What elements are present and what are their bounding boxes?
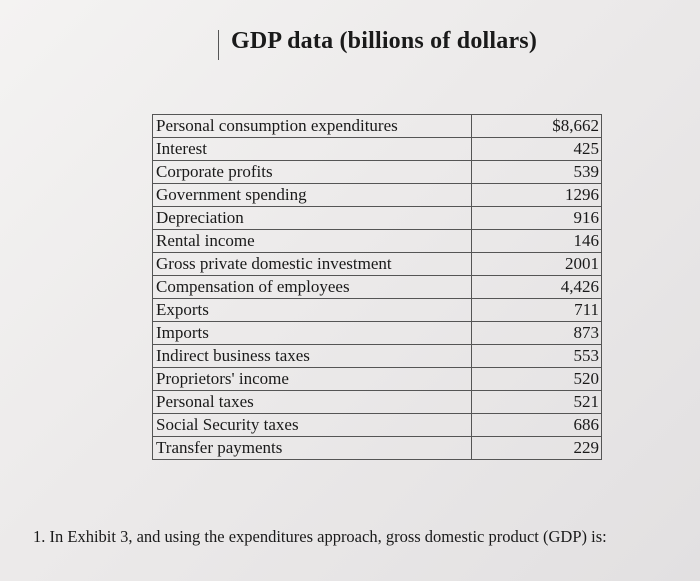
table-row: Rental income 146	[152, 229, 602, 253]
row-label: Rental income	[152, 229, 472, 253]
row-value: 229	[471, 436, 602, 460]
table-row: Exports 711	[152, 298, 602, 322]
row-label: Personal taxes	[152, 390, 472, 414]
row-value: 425	[471, 137, 602, 161]
table-row: Imports 873	[152, 321, 602, 345]
text-cursor	[218, 30, 219, 60]
table-row: Proprietors' income 520	[152, 367, 602, 391]
table-row: Transfer payments 229	[152, 436, 602, 460]
row-label: Interest	[152, 137, 472, 161]
row-label: Imports	[152, 321, 472, 345]
gdp-data-table: Personal consumption expenditures $8,662…	[152, 114, 602, 460]
row-label: Corporate profits	[152, 160, 472, 184]
table-row: Government spending 1296	[152, 183, 602, 207]
row-value: 146	[471, 229, 602, 253]
table-row: Social Security taxes 686	[152, 413, 602, 437]
row-value: 711	[471, 298, 602, 322]
row-value: 686	[471, 413, 602, 437]
row-value: 4,426	[471, 275, 602, 299]
page-title: GDP data (billions of dollars)	[231, 28, 538, 54]
row-label: Proprietors' income	[152, 367, 472, 391]
row-label: Depreciation	[152, 206, 472, 230]
row-label: Gross private domestic investment	[152, 252, 472, 276]
row-value: 2001	[471, 252, 602, 276]
table-row: Compensation of employees 4,426	[152, 275, 602, 299]
row-value: 539	[471, 160, 602, 184]
row-label: Transfer payments	[152, 436, 472, 460]
table-row: Depreciation 916	[152, 206, 602, 230]
row-value: $8,662	[471, 114, 602, 138]
row-label: Compensation of employees	[152, 275, 472, 299]
row-value: 1296	[471, 183, 602, 207]
row-value: 873	[471, 321, 602, 345]
table-row: Corporate profits 539	[152, 160, 602, 184]
table-row: Indirect business taxes 553	[152, 344, 602, 368]
table-row: Gross private domestic investment 2001	[152, 252, 602, 276]
row-value: 521	[471, 390, 602, 414]
table-row: Personal taxes 521	[152, 390, 602, 414]
row-value: 520	[471, 367, 602, 391]
row-label: Exports	[152, 298, 472, 322]
row-label: Indirect business taxes	[152, 344, 472, 368]
row-label: Social Security taxes	[152, 413, 472, 437]
question-text: 1. In Exhibit 3, and using the expenditu…	[33, 527, 607, 546]
row-label: Government spending	[152, 183, 472, 207]
table-row: Personal consumption expenditures $8,662	[152, 114, 602, 138]
row-value: 553	[471, 344, 602, 368]
row-value: 916	[471, 206, 602, 230]
table-row: Interest 425	[152, 137, 602, 161]
row-label: Personal consumption expenditures	[152, 114, 472, 138]
